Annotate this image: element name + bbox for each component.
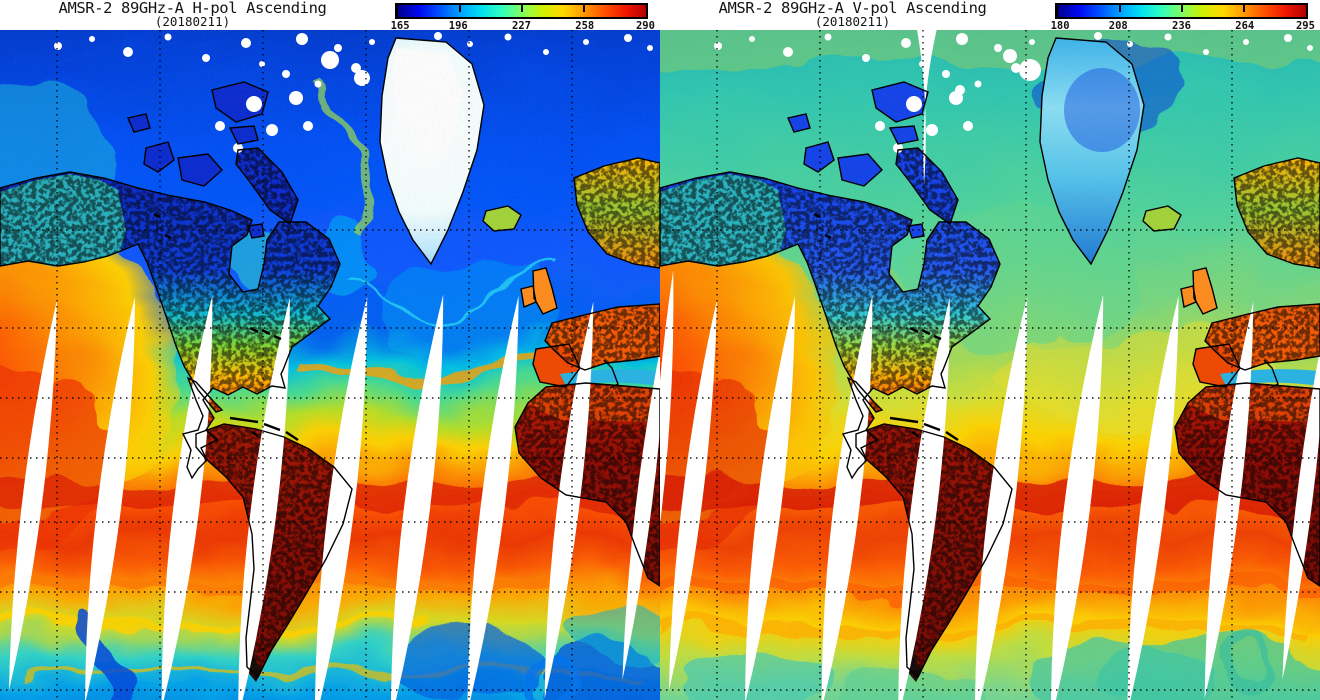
panel-vpol: AMSR-2 89GHz-A V-pol Ascending (20180211…	[660, 0, 1320, 700]
colorbar-tick-label: 227	[512, 20, 531, 32]
panel-title: AMSR-2 89GHz-A H-pol Ascending	[58, 0, 327, 17]
colorbar: 165 196 227 258 290	[391, 3, 655, 32]
colorbar-tick-label: 180	[1050, 20, 1070, 32]
colorbar-tick-label: 295	[1295, 20, 1315, 32]
colorbar-gradient	[395, 3, 648, 19]
colorbar-tick	[583, 5, 585, 12]
colorbar-labels: 180 208 236 264 295	[1051, 20, 1315, 32]
colorbar-tick	[1181, 5, 1183, 12]
colorbar-tick-label: 290	[635, 20, 655, 32]
colorbar-tick-label: 264	[1235, 20, 1255, 32]
colorbar-labels: 165 196 227 258 290	[391, 20, 655, 32]
colorbar-tick	[1119, 5, 1121, 12]
map-hpol	[0, 30, 660, 700]
colorbar-tick	[521, 5, 523, 12]
graticule	[660, 30, 1320, 700]
panel-vpol-header: AMSR-2 89GHz-A V-pol Ascending (20180211…	[660, 0, 1320, 32]
panel-title: AMSR-2 89GHz-A V-pol Ascending	[718, 0, 987, 17]
colorbar: 180 208 236 264 295	[1051, 3, 1315, 32]
panel-hpol-header: AMSR-2 89GHz-A H-pol Ascending (20180211…	[0, 0, 660, 32]
graticule	[0, 30, 660, 700]
brightness-temperature-map-hpol	[0, 30, 660, 700]
colorbar-tick-label: 208	[1108, 20, 1128, 32]
panel-date: (20180211)	[814, 14, 891, 29]
panel-date: (20180211)	[154, 14, 231, 29]
colorbar-tick-label: 165	[390, 20, 410, 32]
colorbar-gradient	[1055, 3, 1308, 19]
colorbar-tick-label: 196	[448, 20, 468, 32]
colorbar-tick-label: 258	[575, 20, 595, 32]
missing-data-swaths	[0, 32, 660, 700]
colorbar-tick	[459, 5, 461, 12]
panel-hpol-titlebox: AMSR-2 89GHz-A H-pol Ascending (20180211…	[0, 0, 385, 29]
map-vpol	[660, 30, 1320, 700]
colorbar-tick	[1243, 5, 1245, 12]
brightness-temperature-map-vpol	[660, 30, 1320, 700]
colorbar-tick-label: 236	[1172, 20, 1191, 32]
panel-vpol-titlebox: AMSR-2 89GHz-A V-pol Ascending (20180211…	[660, 0, 1045, 29]
missing-data-swaths	[660, 30, 1320, 700]
panel-hpol: AMSR-2 89GHz-A H-pol Ascending (20180211…	[0, 0, 660, 700]
